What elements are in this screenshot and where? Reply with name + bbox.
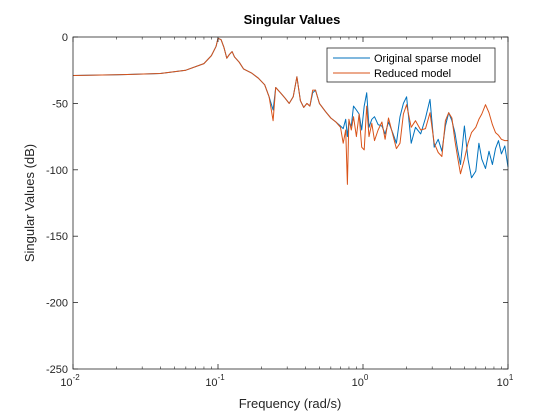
legend-label-original: Original sparse model: [374, 53, 481, 65]
legend: Original sparse model Reduced model: [326, 47, 496, 83]
series-layer: [72, 37, 509, 185]
series-line-reduced-model: [72, 37, 508, 185]
y-axis-ticks: 0 -50 -100 -150 -200 -250: [46, 32, 508, 376]
x-tick-label: 101: [497, 373, 514, 389]
legend-box: [326, 47, 496, 83]
y-axis-label: Singular Values (dB): [22, 144, 37, 262]
y-tick-label: -250: [46, 364, 68, 376]
y-tick-label: -50: [52, 98, 68, 110]
x-tick-label: 10-1: [205, 373, 225, 389]
plot-box: [72, 36, 509, 370]
chart-title: Singular Values: [244, 12, 341, 27]
y-tick-label: 0: [62, 32, 68, 44]
y-tick-label: -100: [46, 165, 68, 177]
x-tick-label: 100: [352, 373, 369, 389]
x-tick-label: 10-2: [60, 373, 80, 389]
x-axis-label: Frequency (rad/s): [239, 396, 342, 411]
y-tick-label: -150: [46, 231, 68, 243]
legend-label-reduced: Reduced model: [374, 68, 451, 80]
x-axis-ticks: 10-2 10-1 100 101: [60, 37, 514, 389]
plot-area: [73, 37, 508, 369]
y-tick-label: -200: [46, 298, 68, 310]
